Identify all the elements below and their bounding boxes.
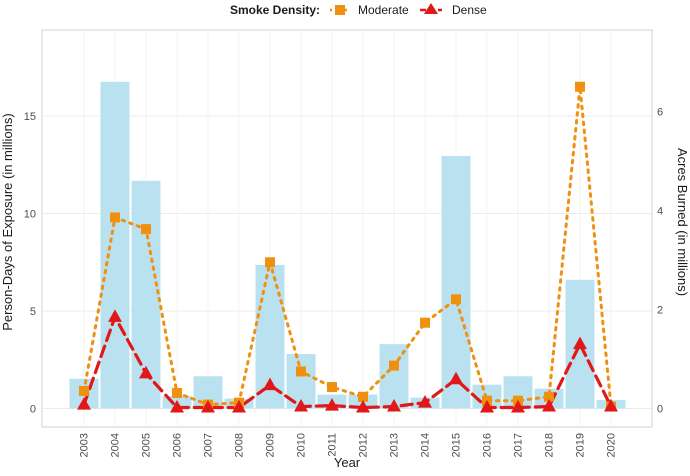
x-tick-label-2020: 2020 <box>606 433 618 457</box>
point-dense-2014 <box>418 395 432 408</box>
legend-title: Smoke Density: <box>230 3 320 17</box>
point-moderate-2015 <box>451 294 461 305</box>
right-tick-label: 4 <box>657 206 663 218</box>
point-moderate-2009 <box>265 257 275 268</box>
x-tick-label-2016: 2016 <box>482 433 494 457</box>
smoke-markers <box>77 81 618 413</box>
point-dense-2005 <box>139 365 153 379</box>
point-dense-2017 <box>511 400 525 413</box>
legend-moderate-marker <box>335 5 345 15</box>
point-moderate-2010 <box>296 366 306 377</box>
right-tick-label: 2 <box>657 305 663 317</box>
point-dense-2013 <box>387 399 401 412</box>
line-moderate <box>82 86 613 409</box>
point-dense-2012 <box>356 400 370 413</box>
point-dense-2009 <box>263 377 277 391</box>
point-dense-2003 <box>77 397 91 410</box>
x-tick-label-2003: 2003 <box>79 433 91 457</box>
x-tick-label-2017: 2017 <box>513 433 525 457</box>
point-moderate-2018 <box>544 391 554 402</box>
legend-dense-marker <box>424 3 438 14</box>
point-dense-2007 <box>201 400 215 413</box>
right-axis-title: Acres Burned (in millions) <box>675 148 690 296</box>
point-dense-2010 <box>294 399 308 412</box>
left-tick-label: 5 <box>30 306 36 318</box>
x-tick-label-2005: 2005 <box>141 433 153 457</box>
point-dense-2004 <box>108 309 122 322</box>
x-axis-title: Year <box>334 455 361 470</box>
point-moderate-2003 <box>79 385 89 396</box>
point-dense-2016 <box>480 400 494 413</box>
bar-2004 <box>100 81 130 409</box>
left-tick-label: 10 <box>24 209 36 221</box>
point-moderate-2013 <box>389 360 399 371</box>
bar-2015 <box>441 156 471 409</box>
x-axis-ticks: 2003 2004 2005 2006 2007 2008 2009 2010 2011 2012… <box>79 433 618 457</box>
point-moderate-2011 <box>327 382 337 393</box>
smoke-lines <box>82 86 613 410</box>
x-tick-label-2006: 2006 <box>172 433 184 457</box>
x-tick-label-2019: 2019 <box>575 433 587 457</box>
legend: Smoke Density: Moderate Dense <box>230 3 487 17</box>
legend-moderate-label: Moderate <box>358 3 409 17</box>
x-tick-label-2014: 2014 <box>420 433 432 457</box>
point-dense-2020 <box>604 399 618 412</box>
point-moderate-2004 <box>110 212 120 223</box>
x-tick-label-2004: 2004 <box>110 433 122 457</box>
x-tick-label-2012: 2012 <box>358 433 370 457</box>
point-moderate-2012 <box>358 391 368 402</box>
left-axis-ticks: 0 5 10 15 <box>24 111 36 416</box>
point-moderate-2006 <box>172 387 182 398</box>
point-moderate-2019 <box>575 81 585 92</box>
point-dense-2011 <box>325 398 339 411</box>
left-axis-title: Person-Days of Exposure (in millions) <box>0 113 15 330</box>
point-moderate-2014 <box>420 317 430 328</box>
point-dense-2019 <box>573 336 587 350</box>
x-tick-label-2018: 2018 <box>544 433 556 457</box>
left-tick-label: 0 <box>30 404 36 416</box>
x-tick-label-2011: 2011 <box>327 433 339 457</box>
point-dense-2008 <box>232 400 246 413</box>
left-tick-label: 15 <box>24 111 36 123</box>
x-tick-label-2008: 2008 <box>234 433 246 457</box>
right-axis-ticks: 0 2 4 6 <box>657 107 663 416</box>
x-tick-label-2013: 2013 <box>389 433 401 457</box>
x-tick-label-2007: 2007 <box>203 433 215 457</box>
x-tick-label-2010: 2010 <box>296 433 308 457</box>
point-dense-2015 <box>449 371 463 385</box>
right-tick-label: 0 <box>657 404 663 416</box>
point-moderate-2005 <box>141 224 151 235</box>
line-dense <box>82 312 613 410</box>
right-tick-label: 6 <box>657 107 663 119</box>
point-dense-2018 <box>542 399 556 412</box>
x-tick-label-2009: 2009 <box>265 433 277 457</box>
legend-dense-label: Dense <box>452 3 487 17</box>
point-dense-2006 <box>170 400 184 413</box>
x-tick-label-2015: 2015 <box>451 433 463 457</box>
